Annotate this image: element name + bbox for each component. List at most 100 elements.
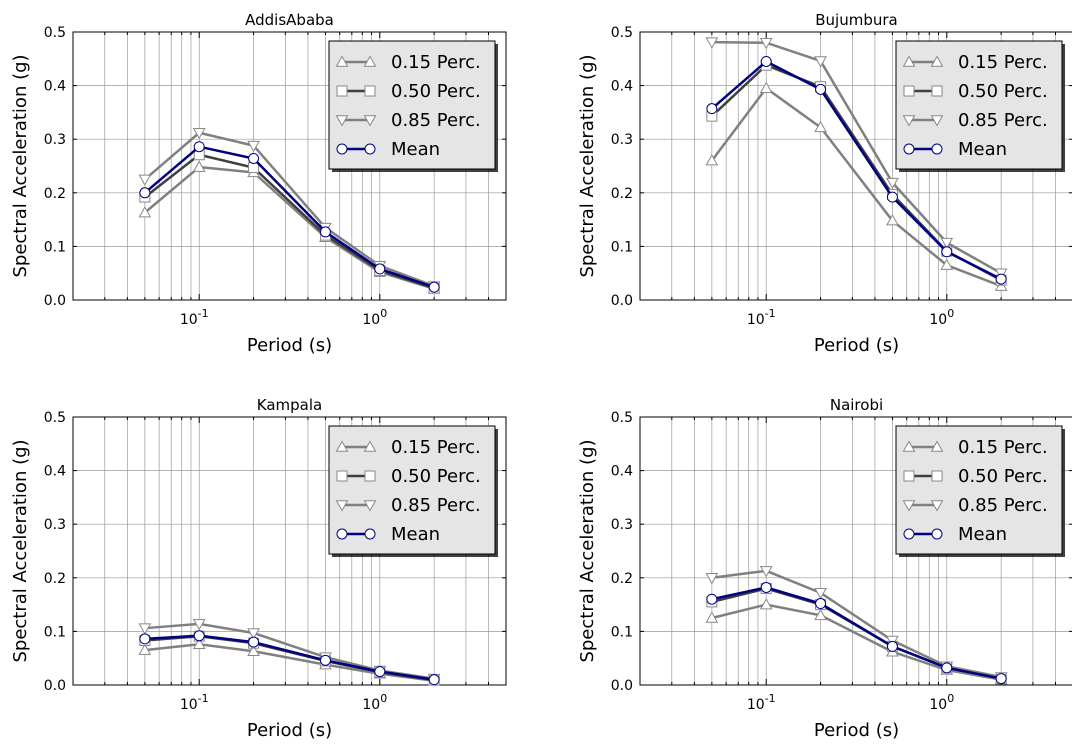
data-point [886,177,899,190]
legend-marker [902,115,916,127]
series-p85 [705,37,1008,280]
data-point [374,263,386,275]
axes-frame [639,416,1072,686]
chart-panel-2: 0.0 0.1 0.2 0.3 0.4 0.5 10-1 100 Kampala Period (… [10,396,507,741]
y-tick-label: 0.2 [611,186,633,202]
data-point [940,237,954,250]
legend-label-p85: 0.85 Perc. [958,495,1048,516]
legend-label-p50: 0.50 Perc. [391,81,481,102]
series-line [711,40,1002,275]
data-point [192,160,206,172]
data-point [759,37,773,50]
legend-label-p15: 0.15 Perc. [391,437,481,458]
y-tick-label: 0.0 [44,678,66,694]
y-axis-label: Spectral Acceleration (g) [577,54,598,277]
legend: 0.15 Perc. 0.50 Perc. 0.85 Perc. Mean [895,425,1065,557]
y-tick-label: 0.5 [611,410,633,426]
legend-marker [931,85,943,97]
data-point [760,55,772,67]
data-point [319,654,331,666]
y-tick-label: 0.4 [611,464,633,480]
y-axis-label: Spectral Acceleration (g) [577,439,598,662]
legend-label-p85: 0.85 Perc. [391,110,481,131]
series-line [144,145,435,289]
legend-marker [902,55,916,67]
data-point [815,83,827,95]
legend-marker [363,55,377,67]
chart-title: AddisAbaba [245,11,334,29]
legend-marker [336,143,348,155]
series-line [144,634,435,681]
data-point [705,37,719,49]
data-point [886,640,898,652]
legend-marker [903,528,915,540]
data-point [139,633,151,645]
legend-label-p50: 0.50 Perc. [958,466,1048,487]
y-axis-label: Spectral Acceleration (g) [10,54,31,277]
data-point [138,174,152,186]
x-axis-label: Period (s) [814,720,899,741]
legend-marker [930,440,944,452]
legend-marker [930,55,944,67]
data-point [705,154,719,166]
legend-marker [363,115,377,127]
data-point [138,206,152,218]
legend-marker [364,85,376,97]
y-tick-label: 0.3 [611,132,633,148]
data-point [995,273,1007,285]
chart-panel-1: 0.0 0.1 0.2 0.3 0.4 0.5 10-1 100 Bujumbura Period… [577,11,1072,356]
data-point [428,281,440,293]
data-point [706,103,718,115]
chart-title: Nairobi [830,396,883,414]
legend-marker [363,500,377,512]
legend-marker [336,528,348,540]
y-tick-label: 0.1 [611,624,633,640]
legend-marker [364,470,376,482]
y-tick-label: 0.3 [44,517,66,533]
legend-marker [903,470,915,482]
data-point [815,598,827,610]
y-tick-label: 0.4 [611,79,633,95]
series-line [144,165,435,290]
series-line [144,153,435,290]
legend-marker [902,500,916,512]
data-point [940,258,954,270]
legend-marker [930,500,944,512]
series-mean [139,630,440,686]
data-point [248,162,260,174]
chart-panel-3: 0.0 0.1 0.2 0.3 0.4 0.5 10-1 100 Nairobi Period (… [577,396,1072,741]
legend: 0.15 Perc. 0.50 Perc. 0.85 Perc. Mean [895,40,1065,172]
series-line [711,59,1002,281]
legend-label-p15: 0.15 Perc. [958,52,1048,73]
chart-title: Kampala [257,396,322,414]
data-point [941,662,953,674]
series-mean [706,55,1007,285]
legend-label-mean: Mean [391,139,440,160]
data-point [760,581,772,593]
data-point [193,141,205,153]
data-point [319,226,331,238]
axes-frame [639,31,1072,301]
x-axis-label: Period (s) [814,335,899,356]
legend-marker [336,85,348,97]
y-tick-label: 0.1 [44,239,66,255]
legend-marker [335,115,349,127]
x-tick-label: 100 [929,307,954,328]
legend-label-mean: Mean [391,524,440,545]
y-tick-label: 0.1 [611,239,633,255]
series-p15 [705,81,1008,291]
data-point [814,56,827,68]
data-point [705,573,719,585]
data-point [941,246,953,258]
legend-marker [903,143,915,155]
data-point [706,593,718,605]
legend: 0.15 Perc. 0.50 Perc. 0.85 Perc. Mean [328,40,498,172]
chart-title: Bujumbura [815,11,897,29]
legend-label-p50: 0.50 Perc. [958,81,1048,102]
y-tick-label: 0.2 [611,571,633,587]
data-point [759,81,773,94]
x-tick-label: 10-1 [747,692,776,713]
legend-label-p85: 0.85 Perc. [391,495,481,516]
legend-label-p15: 0.15 Perc. [958,437,1048,458]
